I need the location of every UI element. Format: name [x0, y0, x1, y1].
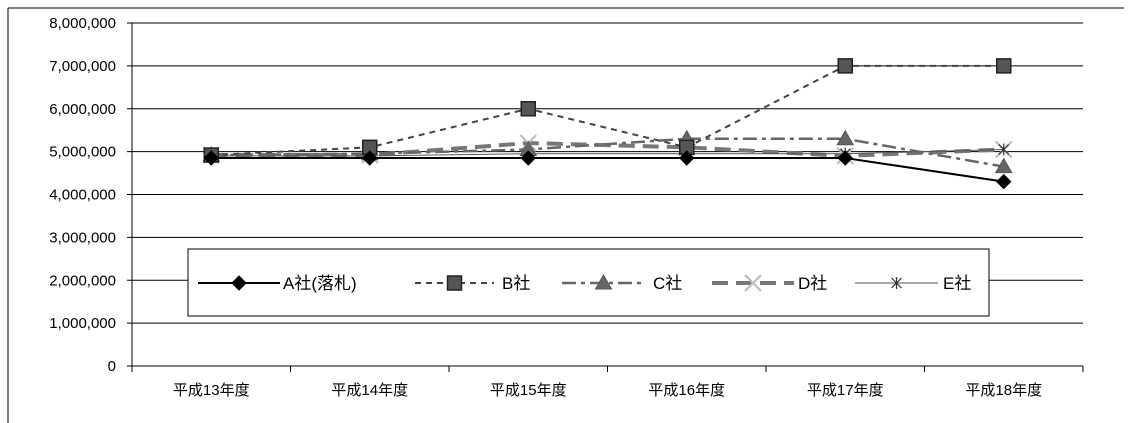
x-tick-label: 平成15年度 — [490, 382, 567, 399]
x-tick-label: 平成16年度 — [648, 382, 725, 399]
legend-item: D社 — [712, 274, 827, 293]
data-point — [994, 157, 1013, 174]
data-point — [837, 58, 853, 74]
y-tick-label: 8,000,000 — [49, 15, 116, 32]
y-tick-label: 6,000,000 — [49, 101, 116, 118]
legend-item: E社 — [855, 274, 971, 293]
legend-label: C社 — [653, 274, 682, 293]
legend-marker — [891, 277, 902, 289]
legend-marker — [446, 275, 463, 291]
data-point — [836, 129, 855, 146]
legend: A社(落札) B社 C社 D社 E社 — [187, 248, 990, 317]
y-tick-label: 2,000,000 — [49, 272, 116, 289]
legend-marker — [231, 275, 247, 291]
data-point — [837, 150, 853, 166]
y-axis: 0 1,000,000 2,000,000 3,000,000 4,000,000 5,0… — [49, 15, 133, 375]
legend-label: A社(落札) — [283, 274, 357, 293]
series-layer — [202, 58, 1013, 190]
x-tick-label: 平成14年度 — [331, 382, 408, 399]
legend-marker — [744, 274, 762, 292]
data-point — [362, 150, 378, 166]
series-line — [211, 148, 1004, 157]
x-tick-label: 平成18年度 — [965, 382, 1042, 399]
data-point — [203, 150, 219, 166]
legend-marker — [594, 273, 613, 290]
data-point — [998, 143, 1010, 156]
legend-label: B社 — [502, 274, 530, 293]
legend-item: A社(落札) — [198, 274, 357, 293]
y-tick-label: 4,000,000 — [49, 187, 116, 204]
series-line — [211, 137, 1004, 168]
y-tick-label: 0 — [108, 358, 116, 375]
y-tick-label: 5,000,000 — [49, 144, 116, 161]
y-tick-label: 7,000,000 — [49, 58, 116, 75]
series-line — [211, 157, 1004, 183]
legend-item: C社 — [562, 273, 682, 293]
y-tick-label: 3,000,000 — [49, 229, 116, 246]
x-axis: 平成13年度 平成14年度 平成15年度 平成16年度 平成17年度 平成18年度 — [131, 365, 1084, 399]
data-point — [996, 173, 1012, 190]
legend-label: D社 — [798, 274, 827, 293]
x-tick-label: 平成17年度 — [807, 382, 884, 399]
legend-item: B社 — [415, 274, 530, 293]
series-line — [211, 64, 1004, 157]
x-tick-label: 平成13年度 — [173, 382, 250, 399]
data-point — [520, 101, 536, 117]
data-point — [679, 150, 695, 166]
y-tick-label: 1,000,000 — [49, 315, 116, 332]
chart-frame — [7, 7, 1124, 423]
series-1 — [203, 150, 1012, 190]
data-point — [520, 150, 536, 166]
legend-label: E社 — [943, 274, 971, 293]
data-point — [996, 58, 1012, 74]
